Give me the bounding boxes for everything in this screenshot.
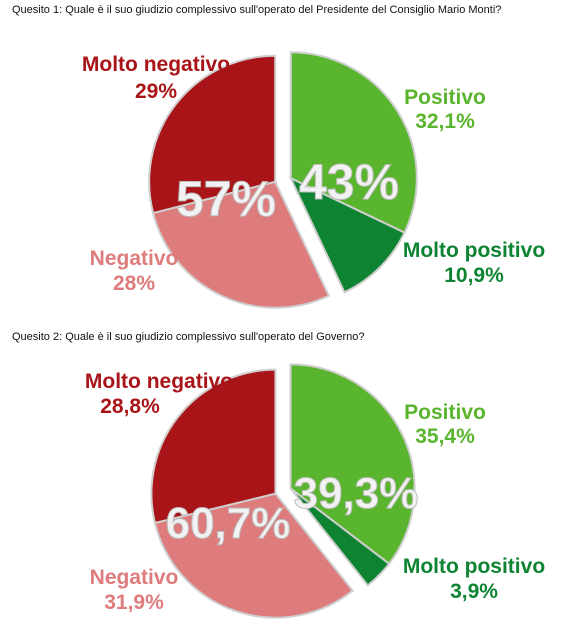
total-positive: 39,3% xyxy=(294,469,419,518)
pie-slice-molto-negativo xyxy=(150,368,277,525)
label-positivo-value: 32,1% xyxy=(415,110,475,133)
label-negativo-name: Negativo xyxy=(90,247,179,270)
total-positive: 43% xyxy=(299,154,399,210)
pie-slice-molto-negativo xyxy=(148,54,277,215)
label-molto-positivo-name: Molto positivo xyxy=(403,239,545,262)
label-molto-positivo-value: 3,9% xyxy=(450,580,498,603)
pie-slice-positivo xyxy=(289,51,418,234)
pie-slice-molto-positivo xyxy=(288,176,406,294)
pie-slice-negativo xyxy=(153,492,355,619)
pie-chart-1: Molto negativo 29% Positivo 32,1% Molto … xyxy=(82,51,545,309)
total-negative: 60,7% xyxy=(166,499,291,548)
label-molto-negativo-value: 29% xyxy=(135,80,177,103)
pie-slice-molto-positivo xyxy=(289,487,391,587)
pie-slice-negativo xyxy=(151,180,331,309)
total-negative: 57% xyxy=(176,171,276,227)
label-negativo-value: 31,9% xyxy=(104,591,164,614)
label-molto-positivo-name: Molto positivo xyxy=(403,555,545,578)
label-positivo-name: Positivo xyxy=(404,86,486,109)
label-negativo-name: Negativo xyxy=(90,566,179,589)
label-negativo-value: 28% xyxy=(113,272,155,295)
label-molto-negativo-name: Molto negativo xyxy=(82,53,230,76)
label-molto-negativo-value: 28,8% xyxy=(100,395,160,418)
pie-slice-positivo xyxy=(289,363,416,566)
question-1-title: Quesito 1: Quale è il suo giudizio compl… xyxy=(12,4,502,16)
pie-chart-2: Molto negativo 28,8% Positivo 35,4% Molt… xyxy=(85,363,545,619)
label-positivo-value: 35,4% xyxy=(415,425,475,448)
label-positivo-name: Positivo xyxy=(404,401,486,424)
label-molto-negativo-name: Molto negativo xyxy=(85,370,233,393)
label-molto-positivo-value: 10,9% xyxy=(444,264,504,287)
question-2-title: Quesito 2: Quale è il suo giudizio compl… xyxy=(12,331,365,343)
